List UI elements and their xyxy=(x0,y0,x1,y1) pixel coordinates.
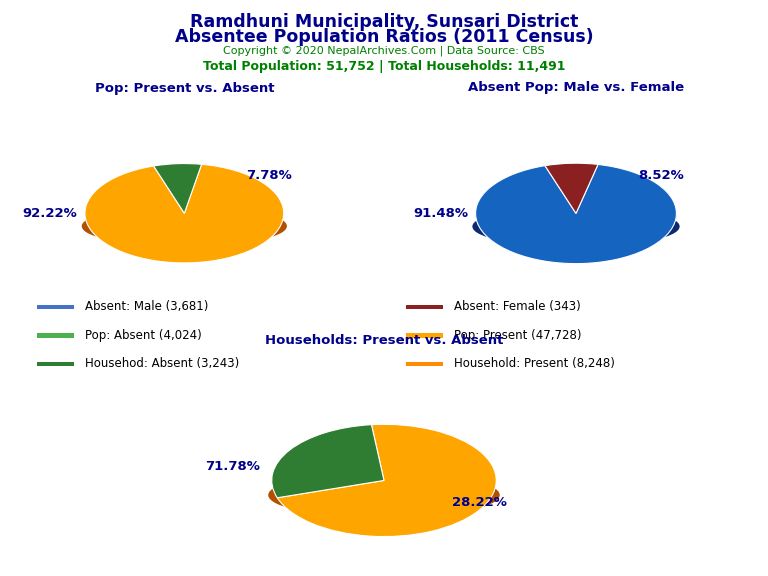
Text: Absent: Female (343): Absent: Female (343) xyxy=(454,300,581,313)
Text: 7.78%: 7.78% xyxy=(246,169,292,182)
Bar xyxy=(38,333,74,338)
Wedge shape xyxy=(277,425,496,537)
Ellipse shape xyxy=(82,207,286,245)
Text: Household: Present (8,248): Household: Present (8,248) xyxy=(454,357,615,370)
Bar xyxy=(38,305,74,309)
Bar xyxy=(406,333,442,338)
Wedge shape xyxy=(154,164,201,213)
Bar xyxy=(406,305,442,309)
Title: Absent Pop: Male vs. Female: Absent Pop: Male vs. Female xyxy=(468,81,684,94)
Wedge shape xyxy=(85,164,283,263)
Text: Pop: Present (47,728): Pop: Present (47,728) xyxy=(454,328,581,342)
Text: Ramdhuni Municipality, Sunsari District: Ramdhuni Municipality, Sunsari District xyxy=(190,13,578,31)
Text: 92.22%: 92.22% xyxy=(23,207,78,219)
Text: Pop: Absent (4,024): Pop: Absent (4,024) xyxy=(85,328,202,342)
Ellipse shape xyxy=(269,473,499,517)
Text: Copyright © 2020 NepalArchives.Com | Data Source: CBS: Copyright © 2020 NepalArchives.Com | Dat… xyxy=(223,46,545,56)
Ellipse shape xyxy=(473,207,679,246)
Text: 71.78%: 71.78% xyxy=(205,460,260,473)
Text: 8.52%: 8.52% xyxy=(638,169,684,182)
Text: Househod: Absent (3,243): Househod: Absent (3,243) xyxy=(85,357,240,370)
Text: Total Population: 51,752 | Total Households: 11,491: Total Population: 51,752 | Total Househo… xyxy=(203,60,565,74)
Text: Absent: Male (3,681): Absent: Male (3,681) xyxy=(85,300,209,313)
Text: 28.22%: 28.22% xyxy=(452,497,507,509)
Text: Absentee Population Ratios (2011 Census): Absentee Population Ratios (2011 Census) xyxy=(174,28,594,46)
Wedge shape xyxy=(475,164,677,264)
Text: 91.48%: 91.48% xyxy=(413,207,468,220)
Bar xyxy=(38,362,74,366)
Bar xyxy=(406,362,442,366)
Title: Pop: Present vs. Absent: Pop: Present vs. Absent xyxy=(94,82,274,95)
Wedge shape xyxy=(545,163,598,214)
Wedge shape xyxy=(272,425,384,498)
Title: Households: Present vs. Absent: Households: Present vs. Absent xyxy=(265,335,503,347)
